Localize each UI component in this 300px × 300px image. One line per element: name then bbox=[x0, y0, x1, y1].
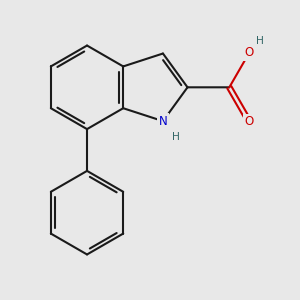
Text: O: O bbox=[244, 115, 254, 128]
Text: H: H bbox=[256, 36, 264, 46]
Text: H: H bbox=[172, 132, 180, 142]
Text: N: N bbox=[159, 115, 167, 128]
Text: O: O bbox=[244, 46, 254, 59]
